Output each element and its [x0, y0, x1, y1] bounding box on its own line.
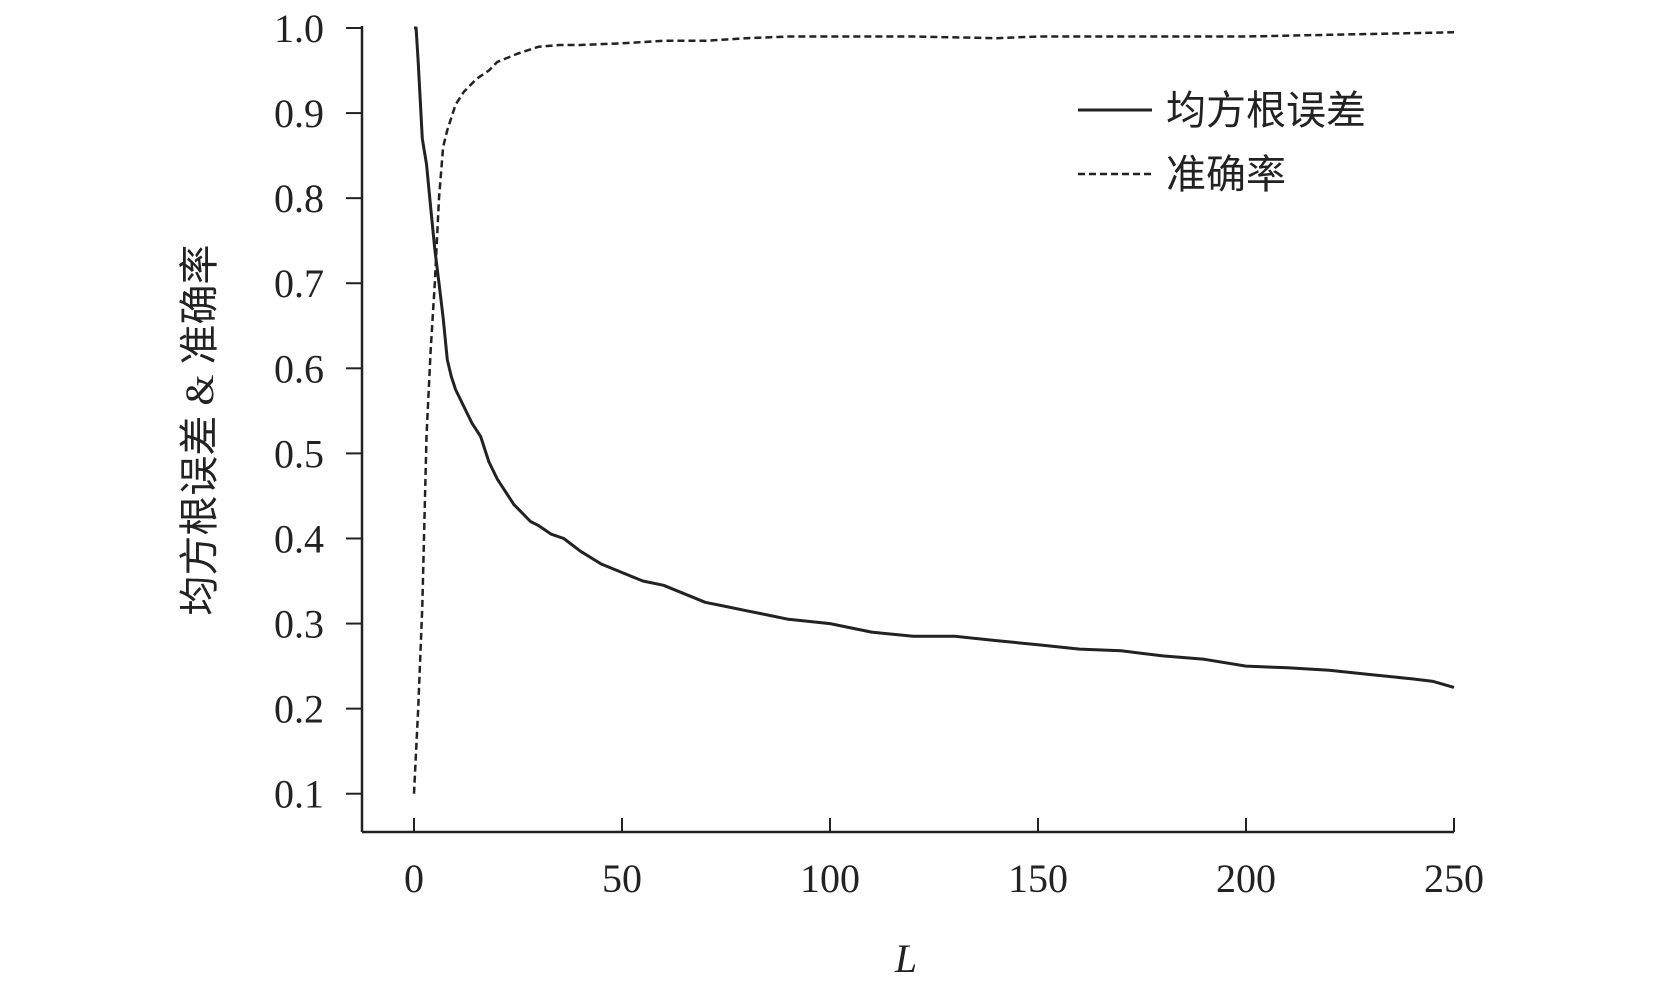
- x-tick-label: 200: [1216, 856, 1276, 901]
- y-tick-label: 0.9: [274, 91, 324, 136]
- y-tick-label: 0.2: [274, 687, 324, 732]
- y-tick-label: 0.5: [274, 431, 324, 476]
- y-tick-label: 0.1: [274, 772, 324, 817]
- series-group: [412, 26, 1455, 794]
- x-tick-label: 50: [602, 856, 642, 901]
- x-tick-label: 250: [1424, 856, 1484, 901]
- y-tick-label: 0.8: [274, 176, 324, 221]
- series-line-accuracy: [412, 31, 1455, 794]
- y-tick-label: 0.4: [274, 516, 324, 561]
- y-axis-title: 均方根误差 & 准确率: [177, 244, 222, 615]
- axes: 0.1 0.2 0.3 0.4 0.5 0.6 0.7 0.8 0.9 1.0 0 50 100 150 2…: [274, 6, 1484, 901]
- series-line-rmse: [414, 26, 1455, 689]
- x-tick-label: 100: [800, 856, 860, 901]
- y-tick-label: 0.7: [274, 261, 324, 306]
- x-axis-title: L: [894, 936, 917, 981]
- x-tick-label: 150: [1008, 856, 1068, 901]
- y-tick-label: 1.0: [274, 6, 324, 51]
- legend-label: 均方根误差: [1166, 88, 1366, 133]
- legend-label: 准确率: [1166, 152, 1286, 197]
- y-tick-label: 0.6: [274, 346, 324, 391]
- x-tick-label: 0: [404, 856, 424, 901]
- y-tick-label: 0.3: [274, 602, 324, 647]
